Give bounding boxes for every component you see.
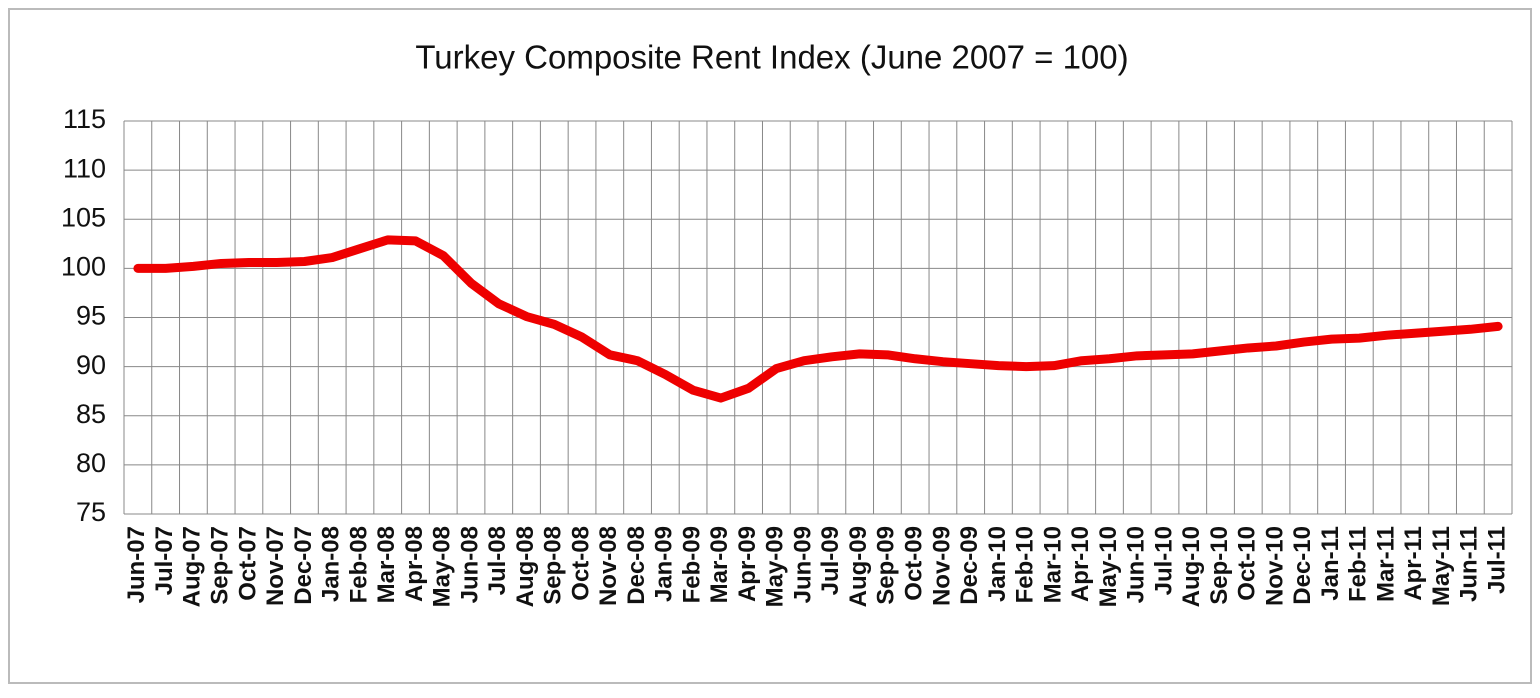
y-tick-label: 115 [63,104,106,134]
y-tick-label: 90 [76,350,106,380]
x-tick-label: Jul-10 [1150,526,1177,595]
data-line [133,235,1503,403]
x-tick-label: Oct-08 [567,526,594,601]
x-tick-label: Aug-09 [845,526,872,607]
y-tick-label: 75 [76,497,106,527]
y-tick-label: 80 [76,448,106,478]
x-tick-label: Nov-09 [928,526,955,606]
x-tick-label: Sep-07 [207,526,234,605]
x-tick-label: Jun-08 [456,526,483,603]
x-tick-label: May-08 [429,526,456,607]
x-tick-label: Jun-07 [123,526,150,603]
x-tick-label: Jul-07 [151,526,178,595]
x-tick-label: Dec-09 [956,526,983,605]
x-tick-label: Nov-07 [262,526,289,606]
x-tick-label: Jul-09 [817,526,844,595]
x-tick-label: Aug-10 [1178,526,1205,607]
x-tick-label: May-09 [762,526,789,607]
y-tick-label: 100 [61,252,106,282]
x-tick-label: Mar-11 [1372,526,1399,602]
x-tick-label: Sep-10 [1206,526,1233,605]
y-tick-label: 110 [63,153,106,183]
x-tick-label: Apr-10 [1067,526,1094,602]
y-tick-label: 85 [76,399,106,429]
x-tick-label: Feb-09 [678,526,705,603]
x-tick-label: Nov-08 [595,526,622,606]
x-tick-label: Aug-08 [512,526,539,607]
chart-title: Turkey Composite Rent Index (June 2007 =… [415,39,1128,76]
x-tick-label: Jul-08 [484,526,511,595]
x-tick-label: Mar-10 [1039,526,1066,603]
x-tick-label: Feb-10 [1012,526,1039,603]
x-tick-label: Oct-07 [234,526,261,601]
x-tick-label: May-10 [1095,526,1122,607]
x-tick-label: Mar-09 [706,526,733,603]
x-tick-label: Feb-11 [1345,526,1372,602]
x-tick-label: Oct-10 [1234,526,1261,601]
x-tick-label: Jan-08 [318,526,345,602]
x-tick-label: Jun-10 [1123,526,1150,603]
x-tick-label: Nov-10 [1261,526,1288,606]
x-tick-label: Aug-07 [179,526,206,607]
x-tick-label: Dec-08 [623,526,650,605]
y-tick-label: 105 [61,202,106,232]
x-tick-label: Apr-09 [734,526,761,602]
x-tick-label: Jun-11 [1456,526,1483,602]
x-tick-label: Jan-09 [651,526,678,602]
x-tick-label: Mar-08 [373,526,400,603]
x-tick-label: Sep-08 [540,526,567,605]
x-tick-label: Oct-09 [901,526,928,601]
x-tick-label: Apr-11 [1400,526,1427,601]
y-tick-label: 95 [76,301,106,331]
x-tick-label: Jan-11 [1317,526,1344,601]
x-tick-label: Jul-11 [1483,526,1510,594]
x-tick-label: Jun-09 [789,526,816,603]
x-tick-label: Sep-09 [873,526,900,605]
x-tick-label: Dec-10 [1289,526,1316,605]
x-tick-label: Dec-07 [290,526,317,605]
x-tick-label: Apr-08 [401,526,428,602]
x-tick-label: May-11 [1428,526,1455,606]
x-tick-label: Jan-10 [984,526,1011,602]
x-tick-label: Feb-08 [345,526,372,603]
